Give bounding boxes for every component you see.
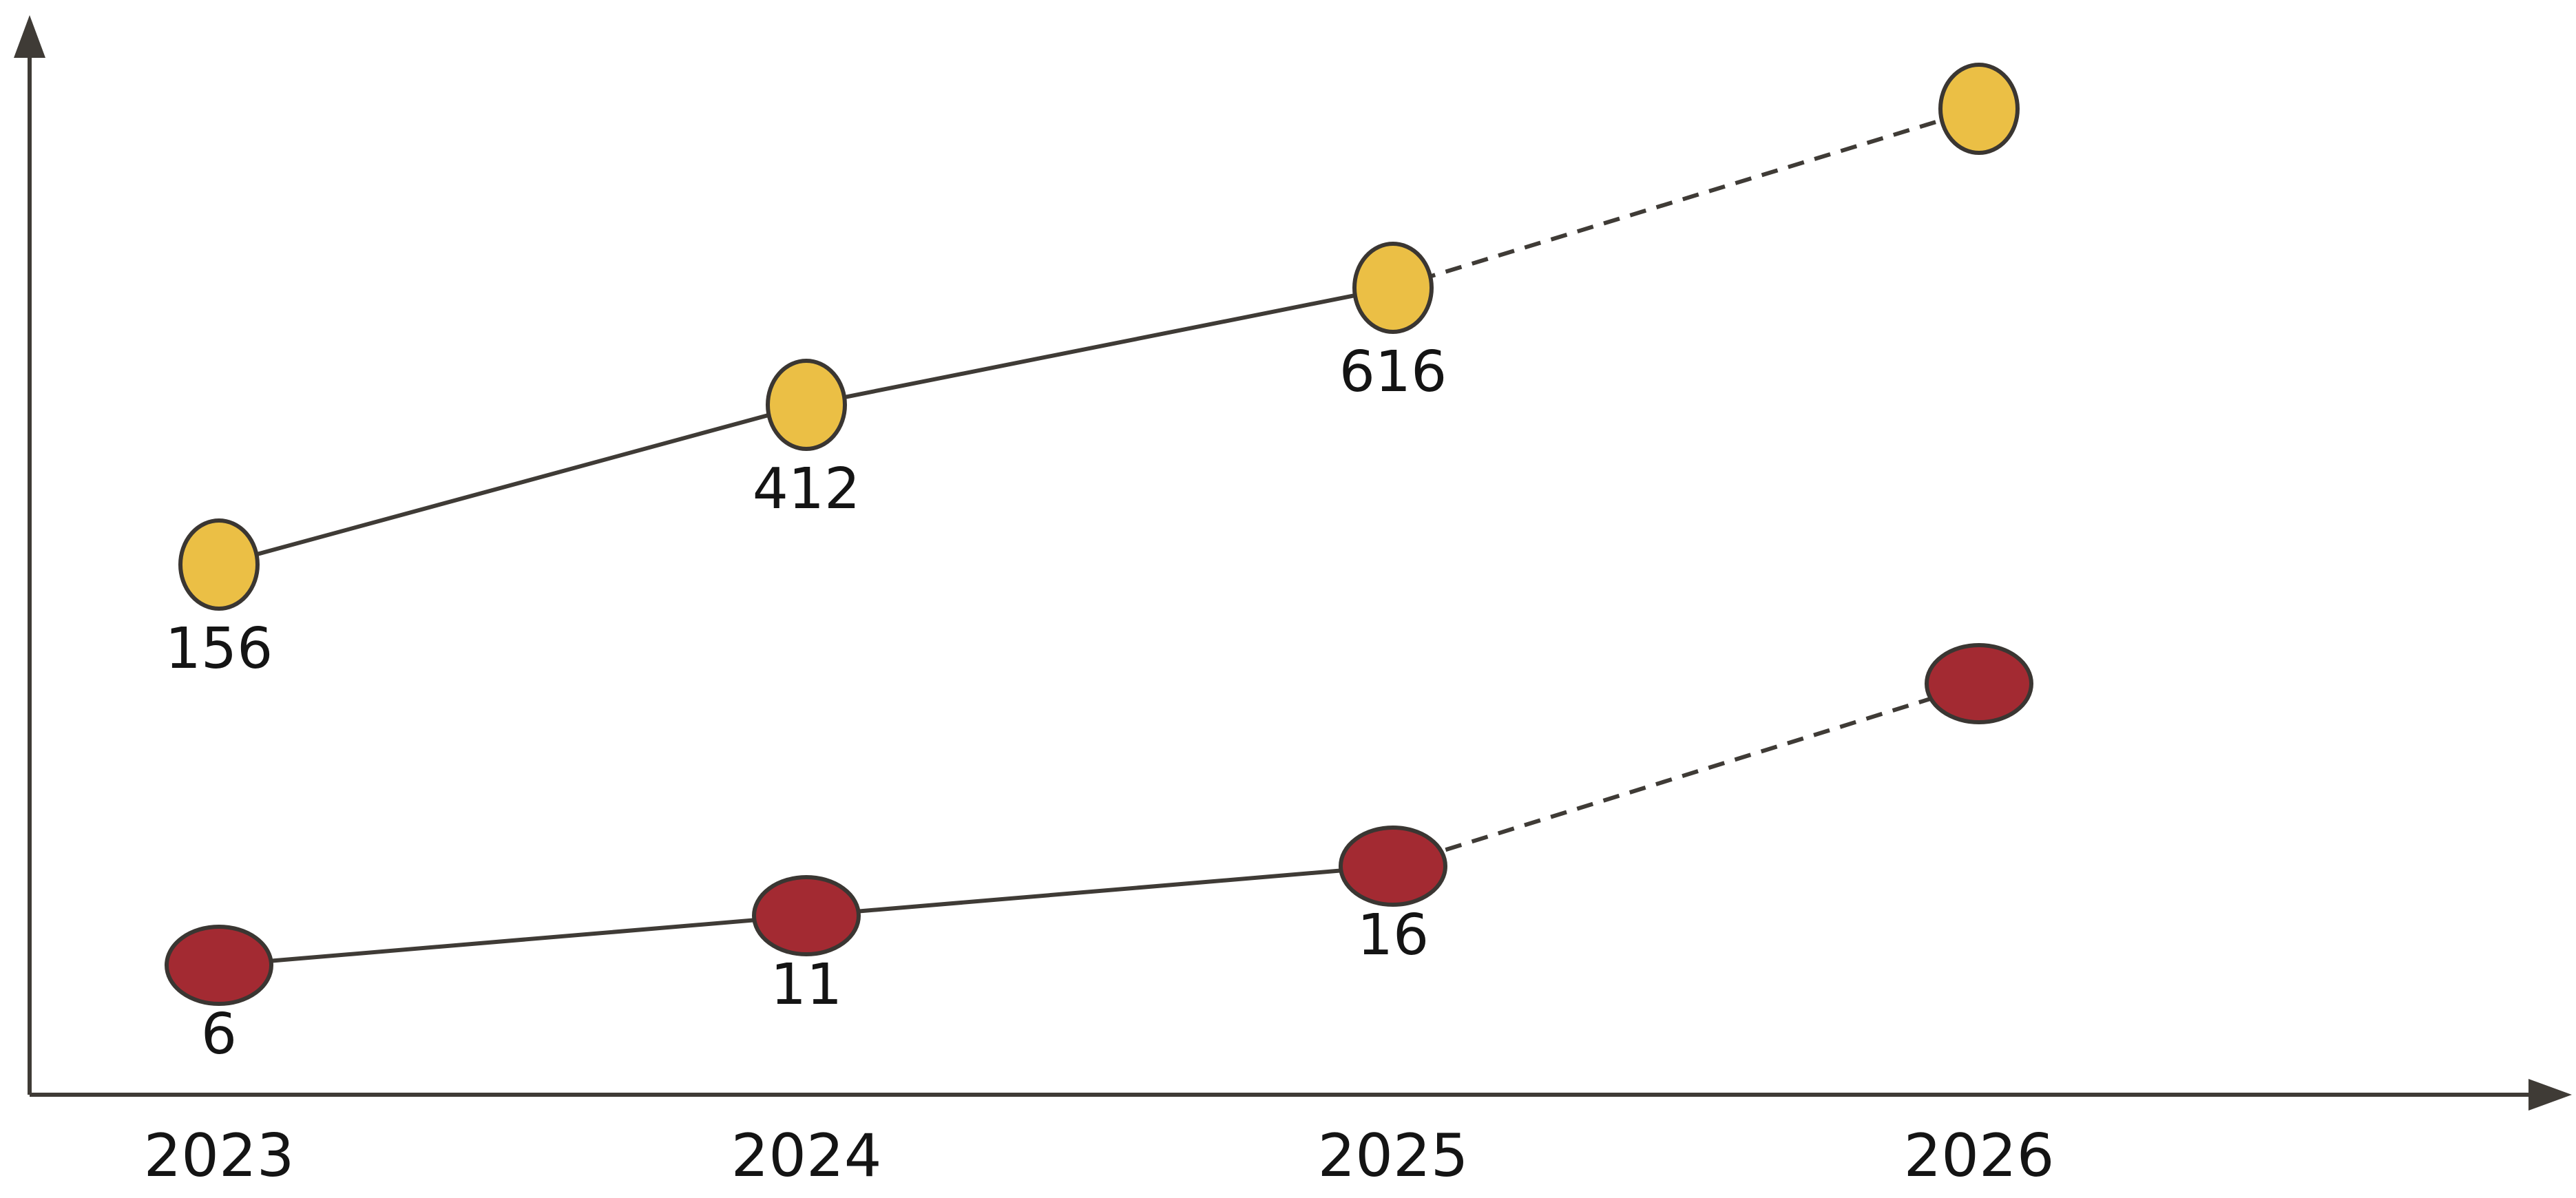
data-point-marker [766, 359, 847, 451]
axes [14, 15, 2572, 1111]
data-label: 11 [771, 952, 842, 1018]
data-label: 156 [165, 616, 273, 682]
x-tick-label: 2025 [1318, 1122, 1469, 1190]
data-label: 16 [1357, 903, 1429, 968]
x-axis-arrow [2528, 1079, 2572, 1111]
x-tick-label: 2024 [731, 1122, 882, 1190]
data-point-marker [1925, 643, 2033, 724]
x-tick-labels: 2023 2024 2025 2026 [144, 1122, 2055, 1190]
data-point-marker [1938, 63, 2020, 155]
y-axis-arrow [14, 15, 45, 58]
x-tick-label: 2023 [144, 1122, 295, 1190]
data-point-marker [1339, 826, 1447, 907]
projection-line [1392, 682, 1980, 868]
data-point-marker [165, 925, 273, 1006]
data-point-marker [1352, 242, 1434, 334]
series-2: 6 11 16 [165, 643, 2033, 1067]
x-tick-label: 2026 [1904, 1122, 2055, 1190]
series-layer: 156 412 616 6 11 16 [165, 63, 2033, 1067]
data-point-marker [752, 875, 861, 956]
data-point-marker [178, 518, 260, 611]
projection-line [1392, 107, 1980, 290]
series-1: 156 412 616 [165, 63, 2020, 682]
data-label: 616 [1339, 339, 1447, 405]
data-label: 412 [753, 456, 861, 522]
data-label: 6 [201, 1002, 237, 1067]
